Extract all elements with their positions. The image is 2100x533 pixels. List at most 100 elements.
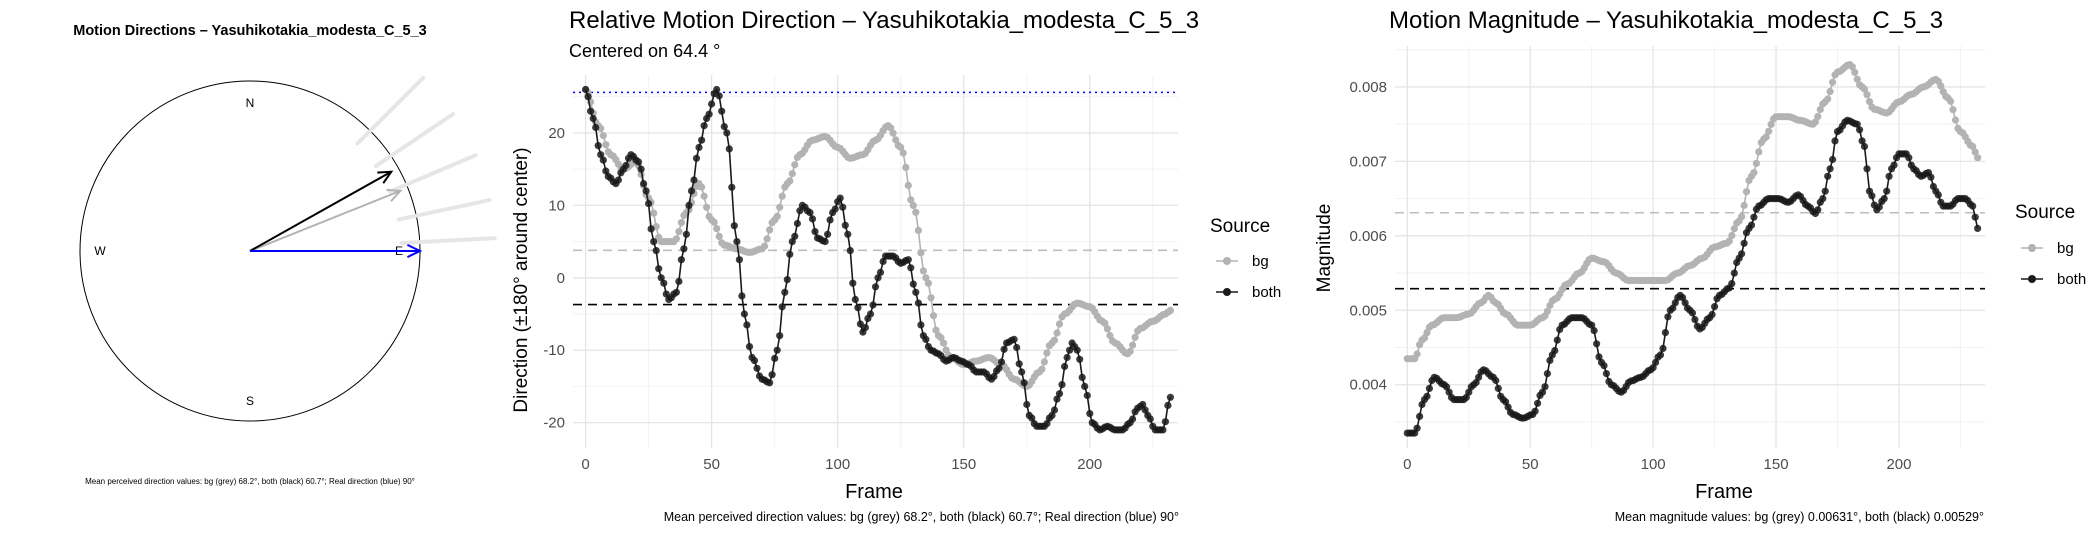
faint-direction-ray — [374, 111, 456, 169]
data-point-both — [1688, 309, 1697, 317]
data-point-both — [1076, 355, 1084, 363]
data-point-bg — [715, 232, 723, 240]
direction-x-label: Frame — [845, 481, 903, 503]
series-bg — [582, 85, 1174, 390]
data-point-both — [745, 343, 754, 351]
magnitude-caption: Mean magnitude values: bg (grey) 0.00631… — [1615, 510, 1984, 524]
magnitude-x-ticks: 0 50 100 150 200 — [1403, 456, 1911, 473]
direction-x-ticks: 0 50 100 150 200 — [581, 456, 1102, 473]
mag-ytick: 0.007 — [1349, 153, 1387, 170]
data-point-both — [730, 222, 738, 230]
data-point-bg — [1971, 148, 1979, 156]
data-point-both — [695, 143, 703, 151]
data-point-bg — [924, 279, 933, 287]
data-point-both — [1494, 384, 1502, 392]
data-point-both — [866, 310, 875, 318]
data-point-both — [1747, 221, 1756, 229]
data-point-both — [1934, 191, 1942, 199]
data-point-both — [776, 332, 784, 340]
data-point-bg — [1762, 133, 1770, 141]
data-point-both — [700, 122, 708, 130]
data-point-both — [1588, 321, 1596, 329]
data-point-both — [718, 107, 726, 115]
data-point-both — [660, 279, 668, 287]
data-point-both — [1061, 362, 1069, 371]
data-point-bg — [1848, 63, 1856, 71]
data-point-both — [1814, 206, 1822, 214]
data-point-both — [1969, 202, 1977, 210]
data-point-both — [1166, 393, 1174, 401]
data-point-both — [1139, 400, 1147, 409]
data-point-both — [851, 295, 859, 304]
data-point-both — [768, 371, 776, 379]
data-point-both — [1602, 370, 1610, 378]
data-point-both — [839, 203, 847, 211]
data-point-bg — [1829, 78, 1837, 86]
data-point-both — [1905, 154, 1913, 162]
data-point-both — [1013, 343, 1021, 352]
data-point-both — [1691, 316, 1699, 324]
data-point-bg — [929, 312, 938, 320]
data-point-both — [1000, 345, 1008, 353]
data-point-both — [1885, 172, 1893, 180]
data-point-both — [1055, 390, 1064, 398]
series-bg — [1403, 61, 1982, 363]
direction-legend-title: Source — [1210, 216, 1270, 237]
data-point-both — [997, 358, 1006, 366]
data-point-both — [1974, 224, 1982, 232]
data-point-bg — [1126, 347, 1134, 355]
data-point-bg — [1951, 116, 1960, 124]
magnitude-y-label: Magnitude — [1314, 204, 1335, 293]
data-point-bg — [599, 132, 607, 140]
data-point-bg — [904, 181, 912, 189]
data-point-both — [1831, 137, 1839, 145]
faint-direction-ray — [399, 236, 497, 246]
data-point-both — [650, 238, 658, 246]
data-point-both — [1821, 187, 1829, 195]
mag-ytick: 0.004 — [1349, 377, 1387, 394]
data-point-both — [821, 238, 829, 246]
data-point-both — [917, 321, 925, 329]
data-point-bg — [942, 346, 950, 354]
data-point-both — [1730, 269, 1738, 277]
faint-direction-ray — [355, 75, 426, 146]
dir-ytick: -20 — [543, 415, 565, 432]
data-point-both — [720, 123, 728, 131]
data-point-both — [589, 114, 597, 123]
magnitude-x-label: Frame — [1695, 481, 1753, 503]
compass-arrow-both — [249, 170, 394, 252]
mag-xtick: 0 — [1403, 456, 1411, 473]
data-point-bg — [1824, 95, 1832, 103]
data-point-both — [1543, 370, 1551, 378]
data-point-bg — [1166, 306, 1174, 314]
data-point-bg — [1811, 118, 1819, 126]
data-point-bg — [788, 170, 796, 178]
data-point-bg — [650, 209, 658, 217]
data-point-both — [773, 346, 781, 354]
data-point-bg — [1050, 336, 1059, 344]
data-point-both — [728, 183, 736, 191]
data-point-both — [909, 280, 917, 288]
compass-title: Motion Directions – Yasuhikotakia_modest… — [73, 23, 427, 39]
direction-panel: Relative Motion Direction – Yasuhikotaki… — [511, 7, 1281, 524]
data-point-both — [622, 161, 630, 170]
data-point-bg — [1826, 87, 1834, 96]
data-point-both — [1553, 336, 1561, 344]
data-point-both — [713, 85, 721, 94]
data-point-both — [743, 321, 751, 329]
data-point-both — [990, 372, 998, 381]
dir-ytick: 20 — [548, 125, 565, 142]
data-point-bg — [1765, 127, 1773, 135]
data-point-both — [599, 156, 607, 164]
data-point-both — [786, 250, 794, 258]
data-point-bg — [1750, 169, 1758, 177]
direction-title: Relative Motion Direction – Yasuhikotaki… — [569, 7, 1199, 34]
data-point-both — [1081, 382, 1089, 390]
direction-y-label: Direction (±180° around center) — [511, 147, 532, 412]
data-point-both — [582, 85, 590, 94]
data-point-both — [1023, 400, 1031, 409]
data-point-both — [1664, 313, 1672, 321]
data-point-both — [846, 247, 854, 255]
data-point-both — [1048, 411, 1056, 419]
data-point-bg — [700, 192, 708, 200]
